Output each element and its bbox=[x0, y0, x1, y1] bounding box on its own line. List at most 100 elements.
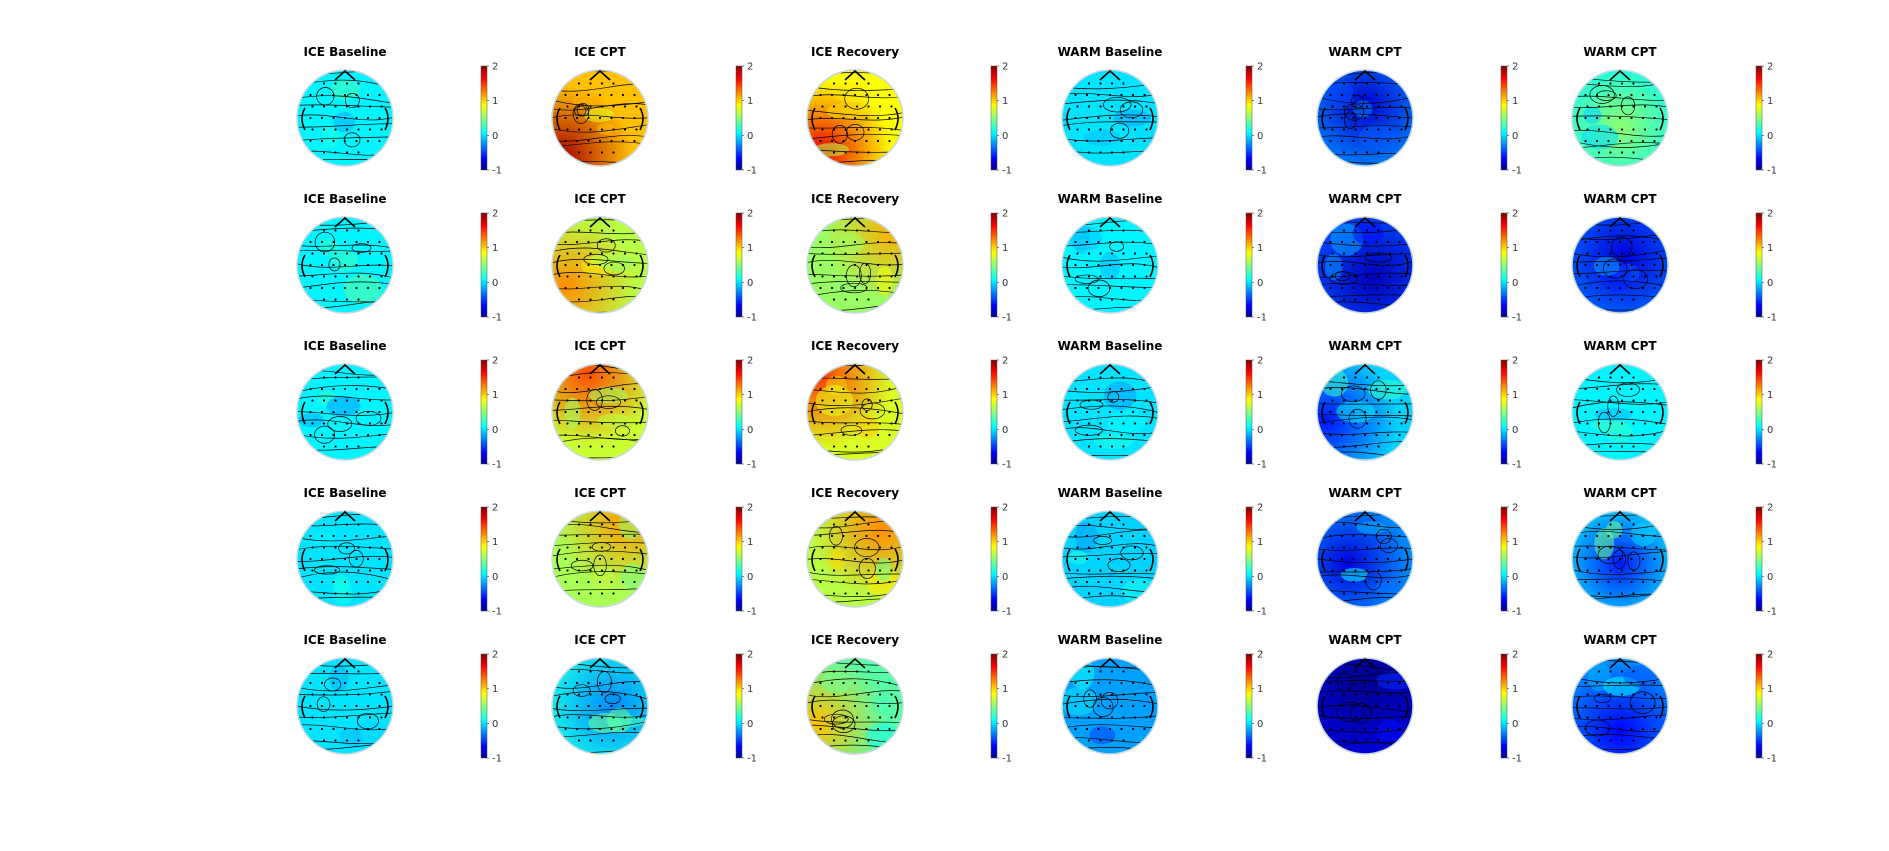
electrode-dot bbox=[366, 116, 370, 120]
contour-loop bbox=[328, 257, 341, 272]
contour-loop bbox=[1610, 236, 1633, 258]
electrode-dot bbox=[1108, 240, 1112, 244]
electrode-dot bbox=[1087, 739, 1091, 742]
electrode-dot bbox=[1655, 546, 1658, 549]
electrode-dot bbox=[1607, 433, 1610, 437]
electrode-dot bbox=[1641, 704, 1645, 708]
nose-marker bbox=[334, 363, 356, 375]
electrode-dot bbox=[320, 286, 324, 290]
contour-line bbox=[807, 242, 903, 249]
electrode-dot bbox=[842, 704, 845, 708]
electrode-dot bbox=[832, 229, 836, 232]
electrode-dot bbox=[357, 523, 360, 526]
electrode-dot bbox=[853, 727, 857, 731]
colorbar-tick-label: 2 bbox=[1257, 209, 1263, 220]
electrode-dot bbox=[1595, 387, 1599, 391]
electrode-dot bbox=[621, 139, 625, 143]
electrode-dot bbox=[1653, 580, 1656, 584]
electrode-dot bbox=[855, 569, 859, 572]
electrode-dot bbox=[1609, 569, 1612, 572]
contour-line bbox=[1572, 568, 1668, 575]
electrode-dot bbox=[575, 116, 579, 120]
contour-loop bbox=[572, 684, 591, 697]
electrode-dot bbox=[1099, 716, 1102, 719]
contour-loop bbox=[574, 105, 587, 117]
scalp-blob bbox=[1623, 665, 1659, 688]
electrode-dot bbox=[832, 252, 836, 255]
colorbar bbox=[1245, 212, 1253, 318]
contour-loop bbox=[1107, 558, 1131, 573]
contour-loop bbox=[1593, 693, 1611, 703]
contour-line bbox=[297, 262, 393, 268]
scalp-blob bbox=[1356, 521, 1388, 535]
electrode-dot bbox=[876, 681, 880, 685]
electrode-dot bbox=[819, 681, 822, 685]
electrode-dot bbox=[357, 422, 360, 425]
contour-loop bbox=[823, 713, 849, 725]
scalp-blob bbox=[1121, 578, 1158, 605]
electrode-dot bbox=[355, 116, 358, 120]
electrode-dot bbox=[332, 557, 335, 561]
electrode-dot bbox=[577, 716, 581, 719]
electrode-dot bbox=[1398, 410, 1401, 414]
electrode-dot bbox=[633, 534, 636, 538]
electrode-dot bbox=[320, 433, 324, 437]
electrode-dot bbox=[1110, 128, 1114, 131]
electrode-dot bbox=[332, 116, 335, 120]
electrode-dot bbox=[867, 670, 870, 673]
electrode-dot bbox=[1087, 128, 1091, 131]
electrode-dot bbox=[621, 727, 625, 731]
electrode-dot bbox=[598, 557, 602, 561]
colorbar-tick-label: 1 bbox=[1767, 537, 1773, 548]
electrode-dot bbox=[577, 523, 581, 526]
electrode-dot bbox=[1400, 546, 1403, 549]
electrode-dot bbox=[1340, 704, 1344, 708]
contour-loop bbox=[1344, 103, 1365, 121]
colorbar bbox=[735, 653, 743, 759]
electrode-dot bbox=[1143, 681, 1146, 685]
nose-marker bbox=[1099, 216, 1121, 228]
electrode-dot bbox=[1609, 376, 1612, 379]
electrode-dot bbox=[1076, 546, 1079, 549]
colorbar-tick-label: 2 bbox=[1257, 503, 1263, 514]
electrode-dot bbox=[1099, 128, 1102, 131]
contour-loop bbox=[351, 243, 372, 253]
colorbar-tick-label: 2 bbox=[492, 503, 498, 514]
panel-title: ICE Recovery bbox=[811, 192, 899, 206]
electrode-dot bbox=[1363, 534, 1367, 538]
electrode-dot bbox=[844, 151, 847, 154]
electrode-dot bbox=[1352, 704, 1355, 708]
electrode-dot bbox=[577, 82, 581, 85]
electrode-dot bbox=[844, 298, 847, 301]
electrode-dot bbox=[1365, 693, 1369, 696]
electrode-dot bbox=[621, 580, 625, 584]
colorbar-tick-label: -1 bbox=[492, 166, 502, 177]
left-ear-marker bbox=[1321, 548, 1326, 572]
electrode-dot bbox=[332, 263, 335, 267]
electrode-dot bbox=[311, 716, 314, 719]
electrode-dot bbox=[566, 422, 569, 425]
electrode-dot bbox=[1386, 580, 1390, 584]
electrode-dot bbox=[309, 240, 312, 244]
electrode-dot bbox=[311, 693, 314, 696]
electrode-dot bbox=[380, 422, 383, 425]
electrode-dot bbox=[1632, 376, 1635, 379]
electrode-dot bbox=[577, 445, 581, 448]
right-ear-marker bbox=[639, 254, 644, 278]
electrode-dot bbox=[1377, 399, 1380, 402]
electrode-dot bbox=[1122, 399, 1125, 402]
electrode-dot bbox=[867, 422, 870, 425]
colorbar bbox=[480, 212, 488, 318]
electrode-dot bbox=[842, 580, 845, 584]
electrode-dot bbox=[855, 445, 859, 448]
electrode-dot bbox=[1074, 139, 1077, 143]
electrode-dot bbox=[1377, 82, 1380, 85]
electrode-dot bbox=[1597, 670, 1601, 673]
right-ear-marker bbox=[1659, 548, 1664, 572]
electrode-dot bbox=[610, 681, 613, 685]
electrode-dot bbox=[1133, 128, 1137, 131]
electrode-dot bbox=[888, 387, 891, 391]
